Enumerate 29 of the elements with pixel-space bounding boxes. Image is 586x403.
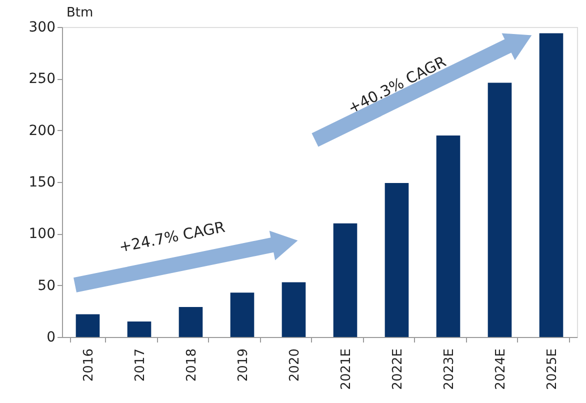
y-tick-label: 250 xyxy=(28,71,56,88)
y-tick-label: 100 xyxy=(28,226,56,242)
y-axis-title: Btm xyxy=(66,6,94,20)
x-tick-label: 2018 xyxy=(184,348,200,382)
x-tick-label: 2019 xyxy=(236,348,251,382)
bar xyxy=(384,183,409,337)
x-tick-label: 2016 xyxy=(81,348,96,382)
annotation: +24.7% CAGR xyxy=(118,218,226,256)
bar xyxy=(230,292,254,337)
x-tick-label: 2017 xyxy=(132,348,148,382)
x-tick-label: 2023E xyxy=(442,348,457,390)
y-tick-label: 200 xyxy=(28,122,56,139)
bar xyxy=(282,282,306,337)
x-tick-label: 2025E xyxy=(544,348,560,390)
bar xyxy=(436,136,460,337)
bar xyxy=(178,307,203,337)
bar xyxy=(127,322,152,337)
y-tick-label: 300 xyxy=(28,20,56,36)
x-tick-label: 2021E xyxy=(338,348,354,390)
y-tick-label: 150 xyxy=(28,174,56,190)
x-tick-label: 2020 xyxy=(287,348,302,382)
x-tick-label: 2022E xyxy=(390,348,406,390)
bar xyxy=(333,223,358,337)
x-tick-label: 2024E xyxy=(493,348,508,390)
bar xyxy=(488,82,512,337)
bar xyxy=(539,33,564,337)
y-tick-label: 0 xyxy=(46,330,56,346)
bar xyxy=(76,314,100,337)
y-tick-label: 50 xyxy=(38,278,56,294)
